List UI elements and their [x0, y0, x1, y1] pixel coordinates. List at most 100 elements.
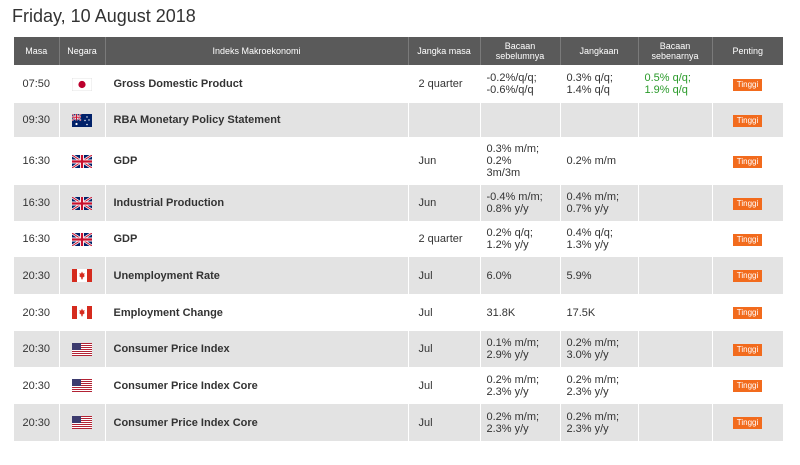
- previous-line: 2.3% y/y: [486, 422, 529, 435]
- event-time: 20:30: [14, 294, 60, 331]
- importance-badge: Tinggi: [732, 233, 763, 246]
- economic-calendar-table: Masa Negara Indeks Makroekonomi Jangka m…: [14, 37, 784, 441]
- forecast-line: 2.3% y/y: [566, 422, 609, 435]
- uk-flag-icon: [72, 196, 92, 210]
- actual-value: [638, 185, 713, 221]
- uk-flag-icon: [72, 232, 92, 246]
- country-cell: [59, 221, 106, 257]
- forecast-line: 0.3% q/q;: [566, 72, 613, 84]
- previous-line: -0.2%/q/q;: [486, 72, 537, 84]
- importance-cell: Tinggi: [712, 331, 784, 367]
- event-time: 09:30: [14, 103, 60, 137]
- period-value: Jul: [408, 367, 481, 404]
- event-time: 16:30: [14, 185, 60, 221]
- actual-value: [638, 294, 713, 331]
- usa-flag-icon: [72, 379, 92, 392]
- indicator-name: Unemployment Rate: [105, 257, 409, 294]
- indicator-name: Gross Domestic Product: [105, 65, 409, 103]
- importance-cell: Tinggi: [712, 137, 784, 185]
- usa-flag-icon: [72, 416, 92, 429]
- table-row: 20:30 Consumer Price Index Jul 0.1% m/m; 2.9…: [14, 331, 784, 367]
- actual-value: [638, 257, 713, 294]
- table-row: 20:30 Consumer Price Index Core Jul 0.2% m/…: [14, 367, 784, 404]
- table-body: 07:50 Gross Domestic Product 2 quarter -0.2…: [14, 65, 784, 441]
- forecast-line: 0.2% m/m;: [566, 373, 620, 386]
- table-row: 09:30 RBA Monetary Policy Statement Tinggi: [14, 103, 784, 137]
- usa-flag-icon: [72, 342, 92, 356]
- table-row: 20:30 Employment Change Jul 31.8K 17.5K Tingg…: [14, 294, 784, 331]
- forecast-line: 0.2% m/m: [566, 155, 617, 167]
- header-importance: Penting: [712, 37, 783, 65]
- importance-badge: Tinggi: [732, 307, 763, 319]
- event-time: 16:30: [14, 221, 60, 257]
- forecast-line: 17.5K: [566, 306, 596, 319]
- actual-value: [638, 137, 713, 185]
- indicator-name: Industrial Production: [105, 185, 409, 221]
- previous-line: 6.0%: [486, 269, 512, 282]
- previous-line: 2.9% y/y: [486, 349, 529, 361]
- country-cell: [59, 294, 106, 331]
- forecast-line: 0.2% m/m;: [566, 410, 620, 423]
- event-time: 16:30: [14, 137, 60, 185]
- importance-cell: Tinggi: [712, 103, 784, 137]
- previous-line: 0.2% m/m;: [486, 410, 540, 423]
- previous-line: 31.8K: [486, 306, 516, 319]
- canada-flag-icon: [72, 306, 92, 319]
- period-value: Jul: [408, 257, 481, 294]
- importance-cell: Tinggi: [712, 367, 784, 404]
- period-value: Jun: [408, 185, 481, 221]
- event-time: 20:30: [14, 367, 60, 404]
- indicator-name: GDP: [105, 137, 409, 185]
- header-period: Jangka masa: [408, 37, 481, 65]
- previous-line: 0.8% y/y: [486, 203, 529, 215]
- country-cell: [59, 404, 106, 441]
- actual-value: [638, 221, 713, 257]
- forecast-line: 3.0% y/y: [566, 349, 609, 361]
- previous-line: 0.2% q/q;: [486, 227, 533, 239]
- previous-value: 0.2% m/m; 2.3% y/y: [480, 404, 561, 441]
- previous-line: 0.3% m/m;: [486, 143, 540, 155]
- australia-flag-icon: [72, 113, 92, 127]
- importance-cell: Tinggi: [712, 257, 784, 294]
- table-row: 20:30 Unemployment Rate Jul 6.0% 5.9% Tinggi: [14, 257, 784, 294]
- previous-line: -0.6%/q/q: [486, 84, 534, 96]
- previous-line: 1.2% y/y: [486, 239, 529, 251]
- japan-flag-icon: [72, 77, 92, 91]
- indicator-name: GDP: [105, 221, 409, 257]
- importance-badge: Tinggi: [732, 343, 763, 356]
- period-value: Jul: [408, 294, 481, 331]
- country-cell: [59, 367, 106, 404]
- indicator-name: RBA Monetary Policy Statement: [105, 103, 409, 137]
- table-header-row: Masa Negara Indeks Makroekonomi Jangka m…: [14, 37, 783, 65]
- importance-badge: Tinggi: [732, 114, 763, 127]
- forecast-value: 0.4% m/m; 0.7% y/y: [560, 185, 639, 221]
- forecast-value: 0.2% m/m; 3.0% y/y: [560, 331, 639, 367]
- previous-value: 0.2% q/q; 1.2% y/y: [480, 221, 561, 257]
- previous-value: -0.4% m/m; 0.8% y/y: [480, 185, 561, 221]
- country-cell: [59, 185, 106, 221]
- forecast-line: 1.3% y/y: [566, 239, 609, 251]
- forecast-value: 0.2% m/m: [560, 137, 639, 185]
- forecast-line: 0.4% m/m;: [566, 191, 620, 203]
- table-row: 20:30 Consumer Price Index Core Jul 0.2% m/…: [14, 404, 784, 441]
- previous-line: 0.1% m/m;: [486, 337, 540, 349]
- previous-value: 0.2% m/m; 2.3% y/y: [480, 367, 561, 404]
- indicator-name: Consumer Price Index: [105, 331, 409, 367]
- actual-line: 1.9% q/q: [644, 84, 688, 96]
- previous-line: 3m/3m: [486, 167, 521, 179]
- forecast-line: 2.3% y/y: [566, 385, 609, 398]
- event-time: 20:30: [14, 331, 60, 367]
- table-row: 16:30 GDP 2 quarter 0.2% q/q; 1.2% y/y 0.4% q…: [14, 221, 784, 257]
- previous-line: 2.3% y/y: [486, 385, 529, 398]
- forecast-value: 5.9%: [560, 257, 639, 294]
- page-title: Friday, 10 August 2018: [12, 6, 196, 26]
- previous-value: [480, 103, 561, 137]
- period-value: Jul: [408, 331, 481, 367]
- canada-flag-icon: [72, 269, 92, 282]
- forecast-value: 0.2% m/m; 2.3% y/y: [560, 367, 639, 404]
- country-cell: [59, 257, 106, 294]
- header-actual: Bacaan sebenarnya: [638, 37, 713, 65]
- previous-value: 0.3% m/m; 0.2% 3m/3m: [480, 137, 561, 185]
- importance-cell: Tinggi: [712, 65, 784, 103]
- importance-cell: Tinggi: [712, 221, 784, 257]
